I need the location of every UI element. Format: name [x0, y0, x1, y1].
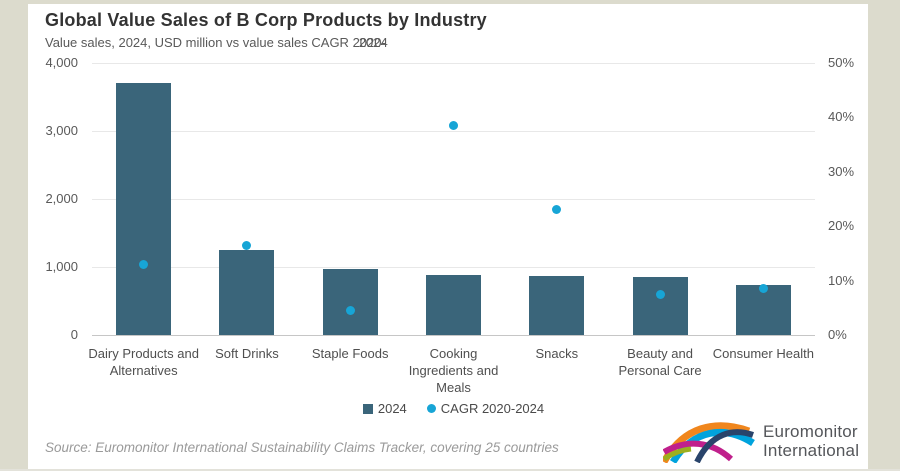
right-axis-tick: 40%	[828, 109, 855, 125]
left-axis-tick: 1,000	[45, 259, 78, 274]
chart-subtitle: Value sales, 2024, USD million vs value …	[45, 35, 388, 50]
category-label: Dairy Products and Alternatives	[88, 346, 199, 378]
logo-arc-navy	[694, 429, 754, 463]
cagr-dot-beauty-and-personal-care	[655, 289, 665, 299]
frame-bottom	[0, 469, 900, 471]
legend-item: 2024	[362, 401, 407, 416]
right-axis-tick: 0%	[828, 327, 847, 342]
subtitle-cagr-start: 2020-	[352, 35, 386, 50]
chart-title: Global Value Sales of B Corp Products by…	[45, 10, 487, 30]
category-label: Consumer Health	[712, 346, 814, 361]
bar-staple-foods	[322, 269, 378, 335]
legend-square-marker	[362, 403, 373, 414]
subtitle-cagr-end: 2024	[358, 35, 388, 50]
gridline	[92, 199, 815, 200]
legend-item: CAGR 2020-2024	[426, 401, 545, 416]
bar-snacks	[529, 275, 585, 335]
cagr-dot-snacks	[552, 205, 562, 215]
legend-label: 2024	[377, 401, 407, 416]
logo-arc-green	[663, 446, 692, 462]
logo-arc-magenta	[663, 440, 734, 462]
category-label: Snacks	[535, 346, 579, 361]
legend-dot-marker	[426, 404, 436, 413]
frame-left	[0, 0, 28, 471]
bar-beauty-and-personal-care	[632, 277, 688, 335]
left-axis-tick: 0	[70, 327, 78, 342]
cagr-dot-soft-drinks	[242, 240, 252, 250]
bar-cooking-ingredients-and-meals	[426, 275, 481, 335]
category-label: Staple Foods	[311, 346, 389, 361]
right-axis-tick: 20%	[828, 218, 855, 234]
cagr-dot-consumer-health	[758, 284, 768, 294]
category-label: Beauty and Personal Care	[618, 346, 702, 378]
euromonitor-logo-mark	[663, 422, 755, 463]
category-label: Soft Drinks	[215, 346, 279, 361]
left-axis-tick: 3,000	[45, 123, 78, 138]
gridline	[92, 63, 815, 64]
bar-consumer-health	[735, 284, 791, 335]
left-axis-tick: 2,000	[45, 191, 78, 206]
right-axis-tick: 30%	[828, 163, 855, 179]
gridline	[92, 131, 815, 132]
plot-area: 4,000 3,000 2,000 1,000 0 Dairy Products and …	[45, 55, 815, 395]
bar-soft-drinks	[219, 250, 275, 335]
right-axis-tick: 10%	[828, 272, 855, 288]
source-note: Source: Euromonitor International Sustai…	[45, 440, 559, 455]
frame-right	[868, 0, 900, 471]
legend-label: CAGR 2020-2024	[440, 401, 545, 416]
chart-legend: 2024 CAGR 2020-2024	[92, 401, 815, 416]
cagr-dot-dairy-products-and-alternatives	[139, 259, 149, 269]
logo-line1: Euromonitor	[763, 422, 858, 441]
frame-top	[0, 0, 900, 4]
right-axis-tick: 50%	[828, 55, 855, 70]
subtitle-prefix: Value sales, 2024, USD million vs value …	[45, 35, 353, 50]
logo-line2: International	[763, 441, 860, 460]
category-label: Cooking Ingredients and Meals	[408, 346, 499, 395]
euromonitor-logo: Euromonitor International	[663, 419, 859, 463]
left-axis-tick: 4,000	[45, 55, 78, 70]
bar-dairy-products-and-alternatives	[116, 83, 172, 335]
cagr-dot-staple-foods	[345, 306, 355, 316]
euromonitor-wordmark: Euromonitor International	[763, 422, 859, 460]
gridline	[92, 267, 815, 268]
cagr-dot-cooking-ingredients-and-meals	[449, 121, 458, 131]
gridline	[92, 335, 815, 336]
